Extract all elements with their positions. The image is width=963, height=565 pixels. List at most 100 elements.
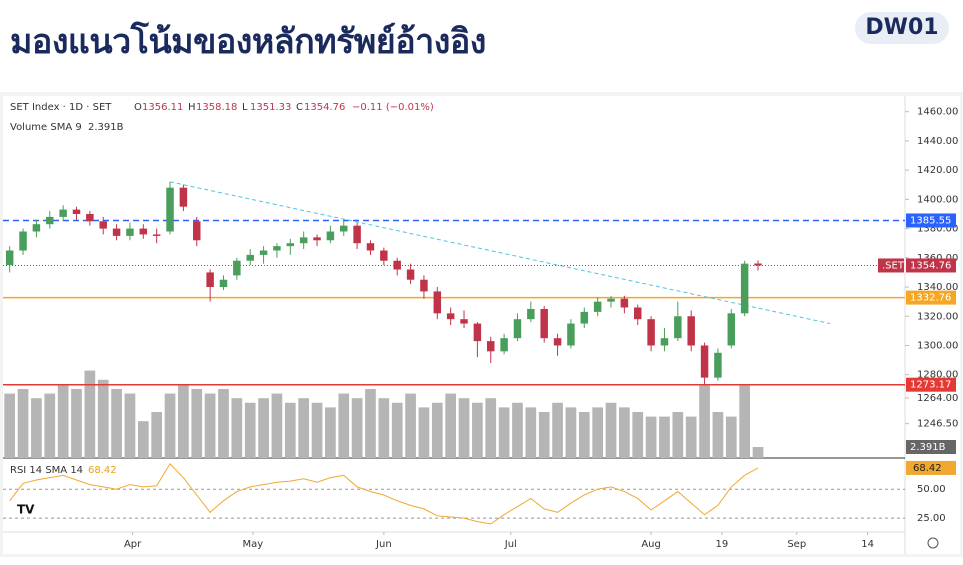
- volume-bar: [592, 407, 603, 458]
- candle-body: [580, 311, 589, 324]
- volume-bar: [298, 398, 310, 458]
- candle-body: [540, 308, 548, 339]
- candle-body: [500, 338, 508, 352]
- volume-label-bg: [906, 439, 956, 454]
- volume-bar: [418, 407, 430, 458]
- candle-body: [86, 213, 94, 222]
- x-tick-label: 19: [716, 539, 729, 550]
- candle-body: [273, 246, 281, 251]
- volume-bar: [31, 398, 42, 458]
- candle-body: [32, 224, 41, 232]
- volume-bar: [204, 393, 216, 458]
- y-tick-label: 1300.00: [917, 340, 958, 351]
- candle-body: [647, 319, 655, 346]
- volume-bar: [472, 402, 483, 458]
- chart-bg: [3, 96, 960, 554]
- candle-body: [754, 263, 762, 266]
- candle-body: [460, 319, 468, 324]
- candle-body: [700, 345, 709, 378]
- volume-bar: [57, 384, 69, 458]
- y-tick-label: 1320.00: [917, 311, 958, 322]
- y-tick-label: 1420.00: [917, 165, 958, 176]
- level-label: 1273.17: [910, 380, 951, 391]
- candle-body: [740, 263, 749, 314]
- volume-label: 2.391B: [910, 442, 946, 453]
- candle-body: [393, 260, 401, 270]
- candle-body: [674, 316, 682, 339]
- volume-bar: [391, 402, 403, 458]
- volume-bar: [17, 388, 29, 458]
- candle-body: [219, 279, 228, 288]
- rsi-legend: RSI 14 SMA 14: [10, 465, 83, 476]
- volume-bar: [284, 402, 296, 458]
- volume-bar: [672, 411, 684, 458]
- candle-body: [59, 209, 67, 217]
- candle-body: [660, 338, 669, 346]
- y-tick-label: 1400.00: [917, 194, 958, 205]
- legend-change: −0.11 (−0.01%): [352, 102, 434, 113]
- x-tick-label: Jul: [504, 539, 517, 550]
- volume-bar: [178, 384, 189, 458]
- candle-body: [152, 234, 161, 236]
- volume-bar: [218, 388, 229, 458]
- last-price-tag-bg: [878, 258, 904, 273]
- settings-icon[interactable]: [927, 537, 939, 549]
- volume-bar: [685, 416, 697, 458]
- candle-body: [366, 243, 375, 251]
- candle-body: [139, 228, 148, 235]
- rsi-label: 68.42: [913, 463, 942, 474]
- last-price-label-bg: [906, 258, 956, 273]
- y-tick-label: 1360.00: [917, 253, 958, 264]
- last-price-label: 1354.76: [910, 260, 951, 271]
- y-tick-label: 1264.00: [917, 393, 958, 404]
- level-label-bg: [906, 213, 956, 228]
- x-tick-label: Apr: [124, 539, 142, 550]
- volume-bar: [632, 411, 644, 458]
- level-label: 1332.76: [910, 293, 951, 304]
- volume-bar: [191, 388, 203, 458]
- volume-bar: [445, 393, 457, 458]
- candle-body: [126, 228, 134, 236]
- volume-bar: [712, 411, 724, 458]
- volume-bar: [311, 402, 323, 458]
- volume-bar: [512, 402, 523, 458]
- candle-body: [353, 225, 361, 244]
- candle-body: [620, 298, 629, 308]
- volume-bar: [84, 370, 96, 458]
- volume-bar: [271, 393, 283, 458]
- volume-legend: Volume SMA 9: [10, 122, 82, 133]
- candle-body: [727, 313, 736, 346]
- candle-body: [593, 301, 602, 312]
- legend-key: L: [242, 102, 248, 113]
- tv-logo: TV: [14, 502, 36, 517]
- candle-body: [5, 250, 14, 266]
- volume-bar: [338, 393, 350, 458]
- y-tick-label: 1340.00: [917, 282, 958, 293]
- legend-value: 1351.33: [250, 102, 291, 113]
- legend-key: H: [188, 102, 196, 113]
- volume-bar: [325, 407, 336, 458]
- volume-bar: [164, 393, 176, 458]
- candle-body: [380, 250, 388, 261]
- candle-body: [99, 221, 107, 229]
- candle-body: [259, 250, 268, 255]
- volume-bar: [4, 393, 16, 458]
- candle-body: [72, 209, 81, 214]
- level-label: 1385.55: [910, 215, 951, 226]
- candle-body: [567, 323, 575, 346]
- candle-body: [473, 323, 482, 342]
- volume-bar: [244, 402, 256, 458]
- candle-body: [326, 231, 335, 241]
- candle-body: [340, 225, 348, 232]
- x-tick-label: Jun: [375, 539, 392, 550]
- candle-body: [714, 352, 722, 378]
- volume-bar: [351, 398, 363, 458]
- candle-body: [46, 216, 54, 225]
- rsi-line: [9, 462, 759, 525]
- candle-body: [246, 254, 254, 261]
- volume-bar: [124, 393, 136, 458]
- volume-bar: [71, 388, 82, 458]
- volume-bar: [699, 384, 710, 458]
- volume-bar: [97, 379, 109, 458]
